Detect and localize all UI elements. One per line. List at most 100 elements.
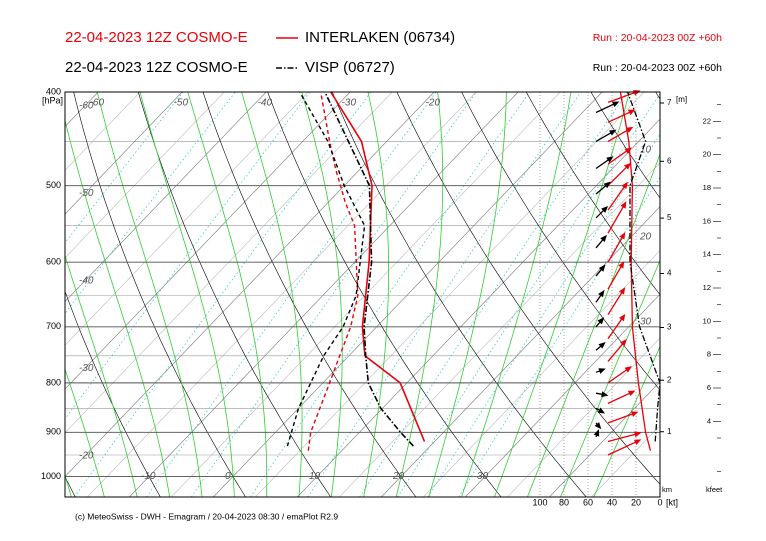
- isotherm-label: -60: [90, 98, 105, 109]
- mixing-ratio-line: [427, 133, 660, 497]
- wind-arrow: [607, 109, 636, 123]
- isotherm: [297, 118, 660, 497]
- theta-w-label: 30: [640, 317, 652, 328]
- isotherm: [65, 92, 267, 302]
- wind-arrow: [607, 431, 642, 443]
- dry-adiabat: [332, 92, 587, 497]
- wind-arrow: [607, 147, 632, 165]
- dry-adiabat: [138, 92, 331, 497]
- dry-adiabat: [73, 92, 246, 497]
- wind-arrow: [595, 317, 605, 328]
- wind-tick-label: 100: [532, 497, 547, 507]
- wind-tick-label: 40: [607, 497, 617, 507]
- wind-arrow: [607, 390, 636, 404]
- height-tick-label: 5: [667, 213, 672, 222]
- wind-tick-label: 60: [583, 497, 593, 507]
- wind-arrow: [607, 366, 632, 384]
- dewpoint-line: [286, 91, 366, 447]
- dry-adiabat: [65, 290, 161, 497]
- isotherm-label: -50: [79, 188, 94, 199]
- wind-arrow: [595, 234, 607, 249]
- isotherm-label: -30: [342, 98, 357, 109]
- wind-tick-label: 20: [631, 497, 641, 507]
- wind-arrow: [595, 391, 609, 398]
- isotherm-label: -40: [79, 275, 94, 286]
- isotherm: [381, 206, 660, 497]
- isotherm: [65, 92, 309, 346]
- isotherm: [339, 162, 660, 497]
- wind-arrow: [607, 313, 626, 340]
- moist-adiabat: [428, 92, 507, 497]
- isotherm: [65, 92, 393, 434]
- run-info: Run : 20-04-2023 00Z +60h: [593, 32, 722, 44]
- moist-adiabat: [96, 92, 203, 497]
- height-tick-label: 6: [667, 156, 672, 165]
- isotherm: [255, 92, 645, 497]
- isotherm: [0, 92, 14, 497]
- moist-adiabat: [363, 92, 389, 497]
- moist-adiabat: [301, 92, 343, 497]
- wind-arrow: [595, 407, 606, 414]
- background-lines: [0, 92, 660, 497]
- height-tick-label: 3: [667, 323, 672, 332]
- height-tick-label: 7: [667, 98, 672, 107]
- isotherm-label: -10: [141, 471, 156, 482]
- wind-arrow: [595, 181, 611, 195]
- isotherm-label: 20: [392, 471, 405, 482]
- theta-w-label: 10: [640, 145, 652, 156]
- isotherm: [465, 293, 660, 497]
- dewpoint-line: [307, 91, 359, 451]
- wind-arrow: [595, 156, 614, 170]
- isotherm-label: -20: [426, 98, 441, 109]
- dry-adiabat: [590, 92, 660, 199]
- wind-arrow: [594, 422, 602, 430]
- moist-adiabat: [0, 92, 38, 497]
- y-tick-label: 900: [46, 427, 61, 437]
- moist-adiabat: [187, 92, 268, 497]
- moist-adiabat: [494, 92, 630, 497]
- temperature-line: [330, 91, 426, 442]
- kfeet-tick-label: 12: [703, 283, 711, 292]
- wind-arrow: [607, 181, 628, 211]
- kfeet-tick-label: 14: [703, 250, 711, 259]
- isotherm: [87, 92, 477, 497]
- moist-adiabat: [65, 254, 138, 497]
- moist-adiabat: [139, 92, 235, 497]
- dry-adiabat: [267, 92, 502, 497]
- wind-speed-line: [626, 91, 661, 442]
- wind-arrow: [607, 162, 631, 187]
- dry-adiabat: [65, 475, 76, 497]
- moist-adiabat: [65, 367, 105, 497]
- isotherm: [129, 92, 519, 497]
- kfeet-tick-label: 20: [703, 150, 711, 159]
- wind-tick-label: 0: [657, 497, 662, 507]
- wind-arrow: [607, 90, 641, 104]
- y-tick-label: 700: [46, 321, 61, 331]
- model-line: 22-04-2023 12Z COSMO-E: [65, 29, 248, 46]
- kfeet-tick-label: 22: [703, 116, 711, 125]
- legend-label: INTERLAKEN (06734): [305, 29, 455, 46]
- temperature-line: [324, 91, 414, 447]
- isotherm: [213, 92, 603, 497]
- mixing-ratio-line: [65, 92, 311, 420]
- moist-adiabat: [461, 92, 572, 497]
- wind-arrow: [595, 129, 617, 142]
- moist-adiabat: [65, 118, 171, 497]
- isotherm: [65, 92, 225, 259]
- kfeet-tick-label: 16: [703, 216, 711, 225]
- mixing-ratio-line: [458, 176, 660, 497]
- dry-adiabat: [525, 92, 660, 296]
- kfeet-tick-label: 18: [703, 183, 711, 192]
- isotherm: [549, 381, 660, 497]
- mixing-ratio-line: [65, 92, 184, 244]
- wind-arrow: [595, 264, 606, 277]
- isotherm-label: -20: [79, 450, 94, 461]
- isotherm: [65, 92, 141, 171]
- isotherm-label: 0: [225, 471, 231, 482]
- height-tick-label: 1: [667, 427, 672, 436]
- isotherm: [65, 92, 351, 390]
- kfeet-tick-label: 10: [703, 316, 711, 325]
